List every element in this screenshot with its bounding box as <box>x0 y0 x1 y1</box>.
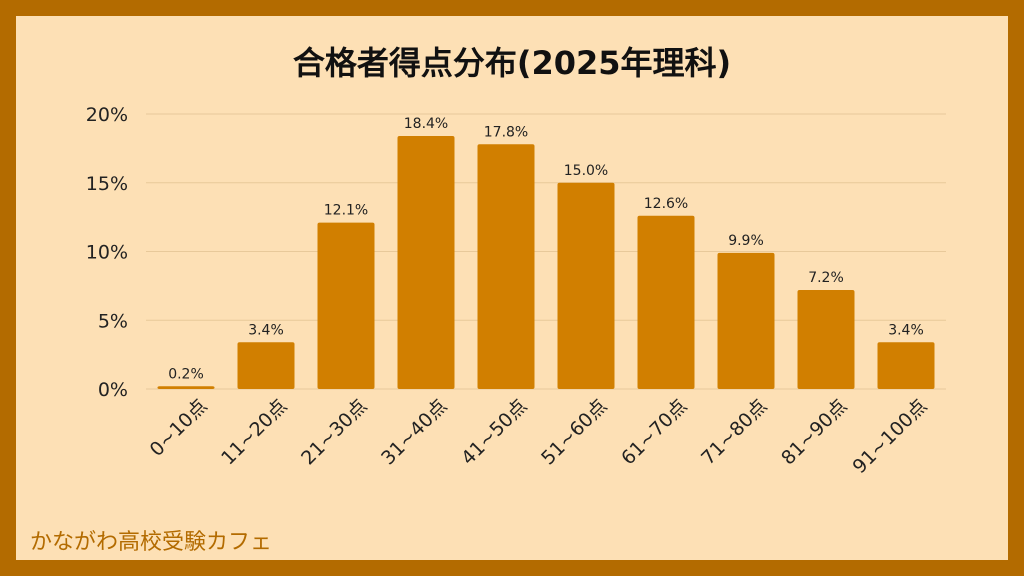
bar <box>877 342 935 389</box>
x-tick-label: 71~80点 <box>697 395 771 469</box>
data-label: 17.8% <box>484 124 528 140</box>
x-tick-label: 91~100点 <box>849 395 932 478</box>
brand-watermark: かながわ高校受験カフェ <box>30 530 273 555</box>
data-label: 3.4% <box>248 322 284 338</box>
y-tick-label: 0% <box>98 379 128 401</box>
chart-title: 合格者得点分布(2025年理科) <box>292 44 732 82</box>
bar <box>237 342 295 389</box>
x-tick-label: 61~70点 <box>617 395 691 469</box>
data-label: 9.9% <box>728 233 764 249</box>
data-label: 18.4% <box>404 116 448 132</box>
data-label: 12.1% <box>324 203 368 219</box>
bar <box>717 252 775 389</box>
bar <box>397 136 455 389</box>
bar-chart: 0% 5% 10% 15% 20% 0.2% 0~10点 3.4% 11~20点 12.1% 21~… <box>86 104 946 478</box>
data-label: 3.4% <box>888 322 924 338</box>
bar <box>477 144 535 389</box>
y-tick-label: 5% <box>98 310 128 332</box>
y-tick-label: 20% <box>86 104 128 126</box>
chart-frame: 合格者得点分布(2025年理科) 0% 5% 10% 15% 20% 0.2% 0~10点 3… <box>16 16 1008 560</box>
x-tick-label: 0~10点 <box>146 395 212 461</box>
data-label: 0.2% <box>168 366 204 382</box>
x-tick-label: 41~50点 <box>457 395 531 469</box>
x-tick-label: 51~60点 <box>537 395 611 469</box>
bar <box>797 290 855 389</box>
bar <box>637 215 695 389</box>
data-label: 15.0% <box>564 163 608 179</box>
x-tick-label: 81~90点 <box>777 395 851 469</box>
y-tick-label: 15% <box>86 173 128 195</box>
data-label: 12.6% <box>644 196 688 212</box>
bar <box>557 182 615 389</box>
data-label: 7.2% <box>808 270 844 286</box>
bar <box>157 386 215 389</box>
x-tick-label: 11~20点 <box>217 395 291 469</box>
bar <box>317 222 375 389</box>
x-tick-label: 31~40点 <box>377 395 451 469</box>
x-tick-label: 21~30点 <box>297 395 371 469</box>
y-tick-label: 10% <box>86 242 128 264</box>
